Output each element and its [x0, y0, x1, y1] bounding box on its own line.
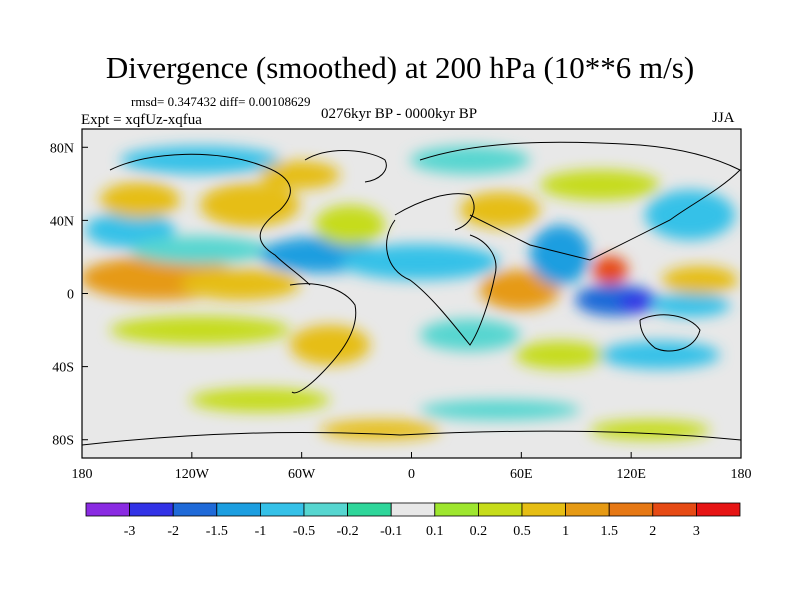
colorbar-swatch: [172, 502, 218, 517]
colorbar-label: -0.2: [337, 524, 359, 539]
colorbar-label: -1: [255, 524, 267, 539]
colorbar-swatch: [696, 502, 741, 517]
experiment-label: Expt = xqfUz-xqfua: [81, 112, 202, 128]
colorbar-swatch: [259, 502, 305, 517]
colorbar-swatch: [303, 502, 348, 517]
colorbar-label: 1.5: [600, 524, 618, 539]
colorbar-label: 3: [693, 524, 700, 539]
x-tick-label: 60W: [288, 467, 316, 482]
colorbar-swatch: [652, 502, 697, 517]
colorbar-swatch: [521, 502, 566, 517]
colorbar-label: -0.5: [293, 524, 315, 539]
x-tick-label: 60E: [510, 467, 533, 482]
y-tick-label: 40N: [50, 214, 74, 229]
colorbar-label: -2: [167, 524, 179, 539]
colorbar-label: 0.5: [513, 524, 531, 539]
x-tick-label: 120W: [175, 467, 210, 482]
y-tick-label: 80N: [50, 141, 74, 156]
colorbar-label: 0.1: [426, 524, 444, 539]
x-tick-label: 0: [408, 467, 415, 482]
y-tick-label: 0: [67, 288, 74, 303]
colorbar-swatch: [347, 502, 392, 517]
y-tick-label: 80S: [52, 434, 74, 449]
colorbar-label: 1: [562, 524, 569, 539]
y-axis: 80N 40N 0 40S 80S: [50, 141, 88, 449]
coastlines: [82, 141, 741, 446]
colorbar: -3 -2 -1.5 -1 -0.5 -0.2 -0.1 0.1 0.2 0.5 1 1.5 2 3: [85, 502, 741, 539]
x-tick-label: 180: [72, 467, 93, 482]
period-label: 0276kyr BP - 0000kyr BP: [321, 106, 478, 122]
colorbar-swatch: [129, 502, 174, 517]
stats-line: rmsd= 0.347432 diff= 0.00108629: [131, 94, 311, 109]
colorbar-swatch: [565, 502, 610, 517]
colorbar-swatch: [390, 502, 436, 517]
season-label: JJA: [712, 110, 735, 126]
colorbar-label: 0.2: [470, 524, 488, 539]
plot-title: Divergence (smoothed) at 200 hPa (10**6 …: [105, 50, 695, 85]
colorbar-label: -3: [124, 524, 136, 539]
divergence-field: [82, 129, 741, 458]
colorbar-label: -1.5: [206, 524, 228, 539]
colorbar-swatch: [434, 502, 479, 517]
x-tick-label: 180: [731, 467, 752, 482]
colorbar-label: -0.1: [380, 524, 402, 539]
x-tick-label: 120E: [616, 467, 646, 482]
colorbar-swatch: [85, 502, 130, 517]
x-axis: 180 120W 60W 0 60E 120E 180: [72, 452, 752, 482]
colorbar-swatch: [608, 502, 654, 517]
colorbar-swatch: [477, 502, 523, 517]
colorbar-label: 2: [649, 524, 656, 539]
colorbar-swatch: [216, 502, 261, 517]
y-tick-label: 40S: [52, 361, 74, 376]
